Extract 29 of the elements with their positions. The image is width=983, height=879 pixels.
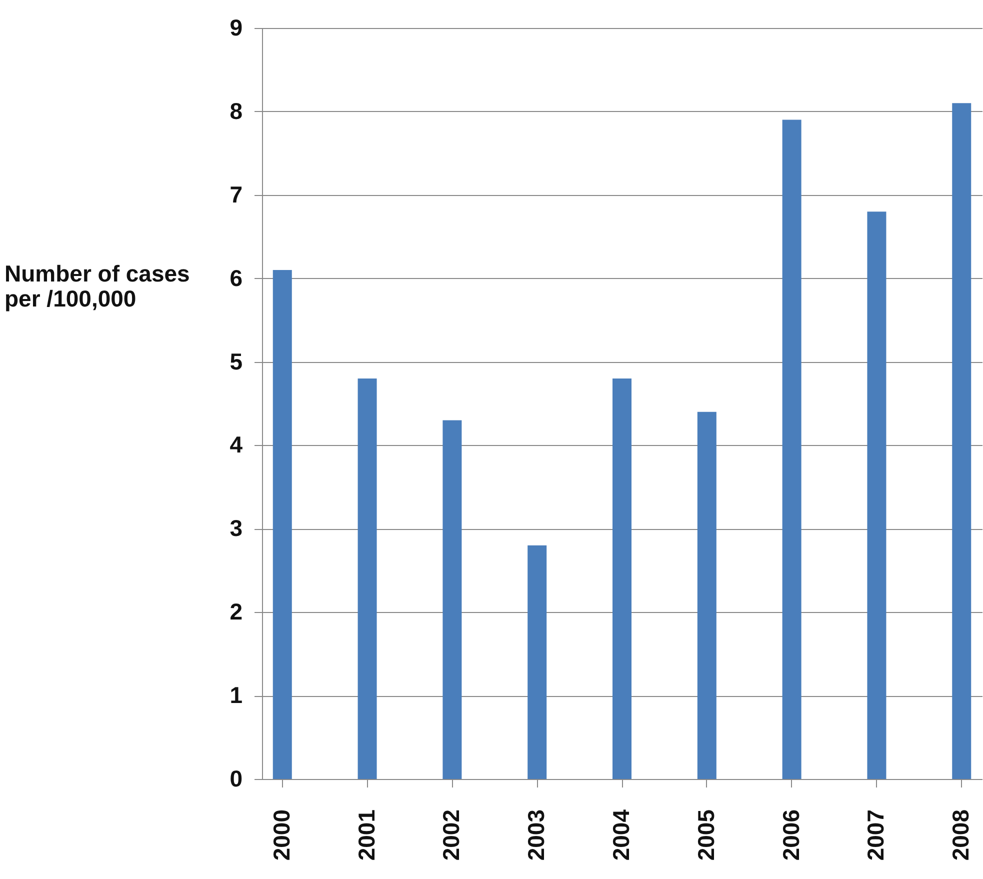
bar [528,545,547,779]
y-tick-label: 1 [230,682,243,708]
y-tick-label: 0 [230,766,242,792]
y-tick-label: 3 [230,515,242,542]
x-tick-label: 2000 [268,810,294,861]
y-axis-title: Number of cases per /100,000 [4,260,190,312]
bar [697,412,716,779]
bar [442,420,462,779]
y-tick-label: 5 [230,348,243,374]
y-tick-label: 4 [230,432,243,458]
bar [272,270,292,779]
y-tick-label: 9 [230,14,242,40]
x-tick-label: 2004 [608,809,634,861]
x-tick-label: 2007 [862,810,889,861]
x-tick-label: 2008 [948,809,974,861]
y-tick-label: 2 [230,598,242,625]
y-tick-label: 6 [230,264,242,291]
bar [612,378,632,779]
bar [867,212,886,779]
y-tick-label: 8 [230,98,243,124]
bar [952,103,972,779]
y-tick-label: 7 [230,181,242,208]
x-tick-label: 2002 [438,810,464,861]
x-tick-label: 2003 [523,810,550,861]
x-tick-label: 2006 [778,810,804,861]
x-tick-label: 2005 [692,809,719,861]
x-tick-label: 2001 [353,809,380,861]
bar [782,120,802,779]
bar [358,378,377,779]
